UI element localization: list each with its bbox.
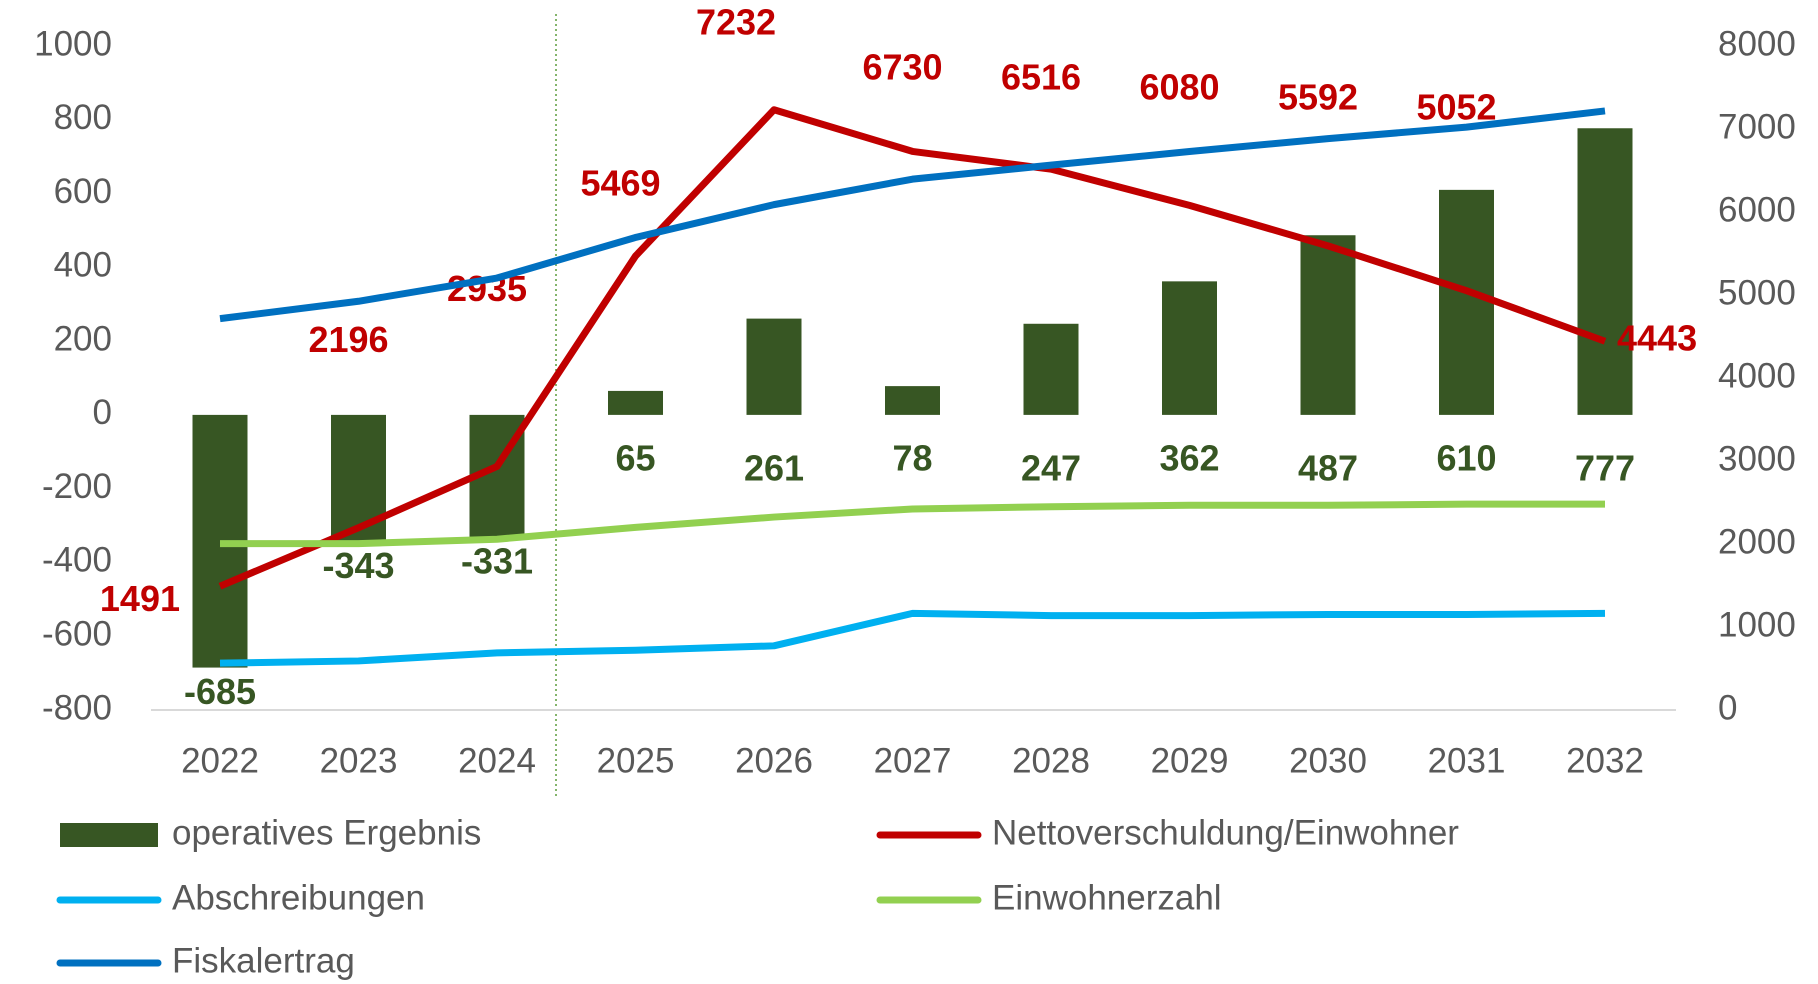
x-tick-label: 2026 bbox=[735, 741, 813, 780]
data-label: -331 bbox=[461, 541, 533, 582]
line bbox=[218, 106, 1607, 590]
y2-tick-label: 4000 bbox=[1718, 356, 1796, 395]
data-label: 5592 bbox=[1278, 77, 1358, 118]
y-tick-label: -200 bbox=[42, 467, 112, 506]
data-label: 4443 bbox=[1617, 318, 1697, 359]
x-tick-label: 2027 bbox=[874, 741, 952, 780]
y-tick-label: -400 bbox=[42, 541, 112, 580]
y-tick-label: 0 bbox=[93, 393, 112, 432]
data-label: -343 bbox=[322, 545, 394, 586]
line bbox=[219, 609, 1606, 667]
data-label: 487 bbox=[1298, 447, 1358, 488]
x-tick-label: 2025 bbox=[597, 741, 675, 780]
legend-swatch bbox=[60, 823, 158, 847]
data-label: 247 bbox=[1021, 447, 1081, 488]
y2-tick-label: 3000 bbox=[1718, 439, 1796, 478]
legend-label: Nettoverschuldung/Einwohner bbox=[992, 813, 1459, 852]
legend-label: Abschreibungen bbox=[172, 878, 425, 917]
x-tick-label: 2024 bbox=[458, 741, 536, 780]
data-label: 7232 bbox=[696, 1, 776, 42]
x-tick-label: 2029 bbox=[1151, 741, 1229, 780]
bar bbox=[608, 390, 663, 415]
data-label: 1491 bbox=[100, 578, 180, 619]
x-tick-label: 2023 bbox=[320, 741, 398, 780]
data-label: 5469 bbox=[580, 163, 660, 204]
bar bbox=[1577, 128, 1633, 415]
data-label: 777 bbox=[1575, 447, 1635, 488]
y2-tick-label: 2000 bbox=[1718, 522, 1796, 561]
x-tick-label: 2030 bbox=[1289, 741, 1367, 780]
data-label: 362 bbox=[1159, 437, 1219, 478]
data-label: 65 bbox=[615, 437, 655, 478]
data-label: 6516 bbox=[1001, 57, 1081, 98]
bar bbox=[1162, 281, 1217, 415]
legend-label: Einwohnerzahl bbox=[992, 878, 1222, 917]
data-label: 78 bbox=[892, 437, 932, 478]
data-label: 2196 bbox=[308, 319, 388, 360]
x-tick-label: 2032 bbox=[1566, 741, 1644, 780]
data-label: 261 bbox=[744, 447, 804, 488]
bar bbox=[1439, 189, 1494, 415]
y-tick-label: 800 bbox=[54, 98, 112, 137]
data-label: 610 bbox=[1436, 437, 1496, 478]
y-tick-label: -800 bbox=[42, 688, 112, 727]
legend-label: operatives Ergebnis bbox=[172, 813, 481, 852]
y-tick-label: 400 bbox=[54, 246, 112, 285]
data-label: -685 bbox=[184, 671, 256, 712]
legend-label: Fiskalertrag bbox=[172, 941, 355, 980]
data-label: 6730 bbox=[862, 47, 942, 88]
x-tick-label: 2022 bbox=[181, 741, 259, 780]
bar bbox=[746, 318, 802, 415]
y-tick-label: 600 bbox=[54, 172, 112, 211]
bar bbox=[885, 386, 940, 415]
y-tick-label: 200 bbox=[54, 319, 112, 358]
y2-tick-label: 5000 bbox=[1718, 273, 1796, 312]
y2-tick-label: 8000 bbox=[1718, 24, 1796, 63]
data-label: 6080 bbox=[1139, 67, 1219, 108]
line bbox=[219, 107, 1606, 323]
x-tick-label: 2031 bbox=[1428, 741, 1506, 780]
y-tick-label: -600 bbox=[42, 614, 112, 653]
y2-tick-label: 6000 bbox=[1718, 190, 1796, 229]
y2-tick-label: 7000 bbox=[1718, 107, 1796, 146]
x-tick-label: 2028 bbox=[1012, 741, 1090, 780]
data-label: 5052 bbox=[1416, 87, 1496, 128]
bar bbox=[1023, 323, 1079, 415]
line bbox=[220, 500, 1605, 548]
bar bbox=[1300, 235, 1356, 415]
y-tick-label: 1000 bbox=[34, 24, 112, 63]
y2-tick-label: 1000 bbox=[1718, 605, 1796, 644]
y2-tick-label: 0 bbox=[1718, 688, 1737, 727]
